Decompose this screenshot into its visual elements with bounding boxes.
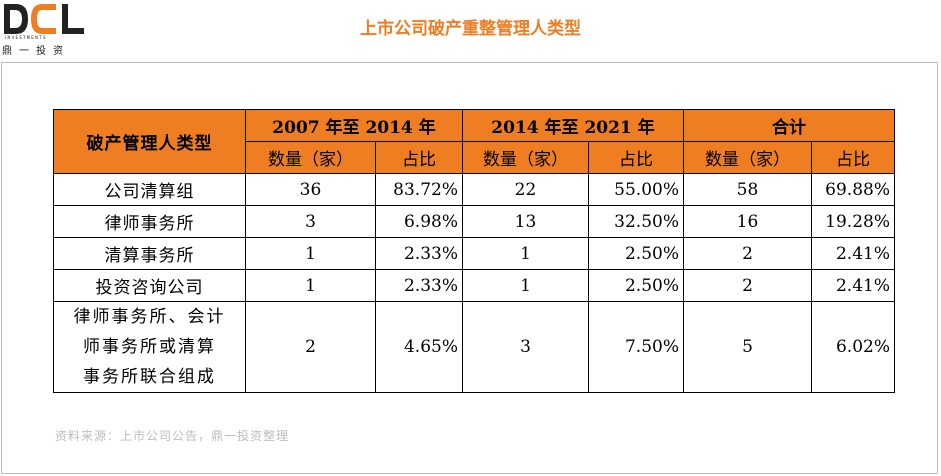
value-cell: 36 — [245, 173, 376, 206]
sub-header-count-total: 数量（家） — [683, 141, 812, 174]
row-type-cell: 投资咨询公司 — [53, 269, 246, 302]
period-header-total: 合计 — [683, 109, 895, 142]
value-cell: 1 — [462, 269, 589, 302]
value-cell: 4.65% — [375, 301, 463, 393]
value-cell: 2 — [683, 237, 812, 270]
value-cell: 19.28% — [811, 205, 895, 238]
value-cell: 6.02% — [811, 301, 895, 393]
value-cell: 13 — [462, 205, 589, 238]
sub-header-share-2: 占比 — [588, 141, 684, 174]
sub-header-count-2: 数量（家） — [462, 141, 589, 174]
value-cell: 2.41% — [811, 237, 895, 270]
table-row: 投资咨询公司 1 2.33% 1 2.50% 2 2.41% — [53, 269, 895, 302]
logo-chinese-name: 鼎一投资 — [2, 46, 70, 57]
value-cell: 58 — [683, 173, 812, 206]
company-logo: INVESTMENTS 鼎一投资 — [2, 2, 88, 57]
value-cell: 2.41% — [811, 269, 895, 302]
value-cell: 2 — [245, 301, 376, 393]
table-row: 清算事务所 1 2.33% 1 2.50% 2 2.41% — [53, 237, 895, 270]
source-note: 资料来源：上市公司公告，鼎一投资整理 — [55, 429, 290, 443]
dcl-logo-mark — [4, 4, 84, 34]
value-cell: 69.88% — [811, 173, 895, 206]
period-header-1: 2007 年至 2014 年 — [245, 109, 463, 142]
logo-subtitle: INVESTMENTS — [5, 35, 47, 40]
value-cell: 83.72% — [375, 173, 463, 206]
value-cell: 22 — [462, 173, 589, 206]
value-cell: 6.98% — [375, 205, 463, 238]
page-title: 上市公司破产重整管理人类型 — [360, 19, 581, 39]
table-row: 公司清算组 36 83.72% 22 55.00% 58 69.88% — [53, 173, 895, 206]
row-type-cell: 律师事务所 — [53, 205, 246, 238]
value-cell: 3 — [462, 301, 589, 393]
value-cell: 1 — [462, 237, 589, 270]
value-cell: 7.50% — [588, 301, 684, 393]
value-cell: 2.50% — [588, 237, 684, 270]
period-header-2: 2014 年至 2021 年 — [462, 109, 684, 142]
sub-header-share-1: 占比 — [375, 141, 463, 174]
value-cell: 2.50% — [588, 269, 684, 302]
row-type-cell-multiline: 律师事务所、会计 师事务所或清算 事务所联合组成 — [53, 301, 246, 393]
manager-type-table: 破产管理人类型 2007 年至 2014 年 2014 年至 2021 年 合计… — [53, 109, 895, 393]
value-cell: 2.33% — [375, 237, 463, 270]
sub-header-share-total: 占比 — [811, 141, 895, 174]
sub-header-count-1: 数量（家） — [245, 141, 376, 174]
value-cell: 3 — [245, 205, 376, 238]
row-header-cell: 破产管理人类型 — [53, 109, 246, 174]
row-type-line: 律师事务所、会计 — [73, 307, 226, 327]
row-type-line: 师事务所或清算 — [83, 337, 216, 357]
value-cell: 2.33% — [375, 269, 463, 302]
value-cell: 2 — [683, 269, 812, 302]
row-type-cell: 公司清算组 — [53, 173, 246, 206]
value-cell: 55.00% — [588, 173, 684, 206]
value-cell: 1 — [245, 237, 376, 270]
value-cell: 1 — [245, 269, 376, 302]
value-cell: 5 — [683, 301, 812, 393]
row-type-cell: 清算事务所 — [53, 237, 246, 270]
value-cell: 32.50% — [588, 205, 684, 238]
table-row: 律师事务所、会计 师事务所或清算 事务所联合组成 2 4.65% 3 7.50%… — [53, 301, 895, 393]
row-type-line: 事务所联合组成 — [83, 367, 216, 387]
value-cell: 16 — [683, 205, 812, 238]
table-row: 律师事务所 3 6.98% 13 32.50% 16 19.28% — [53, 205, 895, 238]
